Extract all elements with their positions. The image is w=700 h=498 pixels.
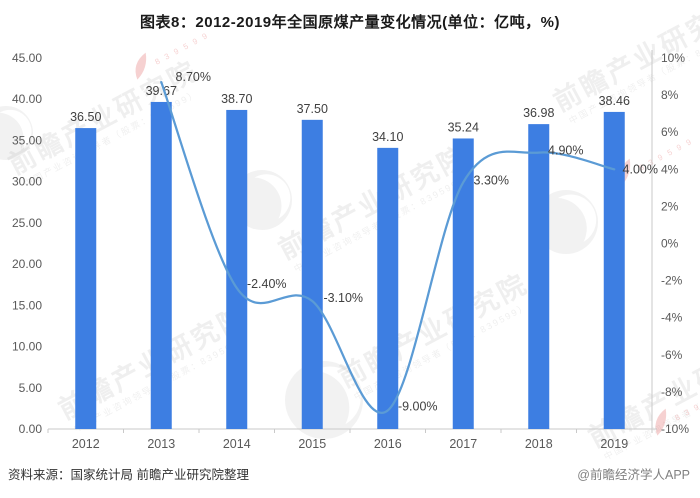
line-value-label: -9.00% [398, 399, 438, 413]
left-axis-tick-label: 10.00 [12, 340, 42, 354]
line-value-label: 8.70% [176, 70, 211, 84]
line-value-label: 4.90% [548, 144, 583, 158]
line-value-label: 4.00% [623, 162, 658, 176]
x-axis-category-label: 2016 [374, 437, 402, 451]
red-logo-glyph [655, 408, 667, 436]
bar-2014 [226, 109, 248, 429]
x-axis-category-label: 2013 [147, 437, 175, 451]
line-value-label: -2.40% [247, 277, 287, 291]
right-axis-tick-label: 6% [661, 125, 679, 139]
bar-2013 [150, 101, 172, 430]
right-axis-tick-label: 2% [661, 199, 679, 213]
left-axis-tick-label: 45.00 [12, 51, 42, 65]
right-axis-tick-label: -6% [661, 348, 683, 362]
watermark-logo-glyph [0, 109, 32, 150]
watermark-logo-glyph [558, 194, 597, 242]
left-axis-tick-label: 15.00 [12, 298, 42, 312]
x-axis-category-label: 2012 [72, 437, 100, 451]
x-axis-category-label: 2018 [525, 437, 553, 451]
brand-watermark-logo [0, 106, 33, 160]
bar-2015 [301, 119, 323, 429]
right-axis-tick-label: 4% [661, 162, 679, 176]
bar-2012 [75, 128, 97, 430]
left-axis-tick-label: 30.00 [12, 175, 42, 189]
right-axis-tick-label: 8% [661, 88, 679, 102]
right-axis-tick-label: -8% [661, 385, 683, 399]
right-axis-tick-label: -2% [661, 274, 683, 288]
line-value-label: -3.10% [323, 291, 363, 305]
left-axis-tick-label: 35.00 [12, 133, 42, 147]
bar-value-label: 36.98 [523, 106, 554, 120]
bar-value-label: 38.70 [221, 92, 252, 106]
right-axis-tick-label: 10% [661, 51, 685, 65]
x-axis-category-label: 2014 [223, 437, 251, 451]
line-value-label: 3.30% [474, 173, 509, 187]
bar-value-label: 39.67 [146, 84, 177, 98]
source-note: 资料来源：国家统计局 前瞻产业研究院整理 [8, 468, 249, 482]
bar-2019 [603, 111, 625, 429]
watermark-brand-label: 前瞻产业研究院 [333, 267, 533, 393]
right-axis-tick-label: 0% [661, 237, 679, 251]
brand-watermark-logo [534, 190, 598, 254]
bar-value-label: 36.50 [70, 110, 101, 124]
bar-2017 [452, 138, 474, 430]
x-axis-category-label: 2017 [449, 437, 477, 451]
right-axis-tick-label: -4% [661, 311, 683, 325]
watermark-logo-glyph [254, 174, 291, 219]
left-axis-tick-label: 5.00 [19, 381, 43, 395]
left-axis-tick-label: 40.00 [12, 92, 42, 106]
right-axis-tick-label: -10% [661, 422, 689, 436]
left-axis-tick-label: 20.00 [12, 257, 42, 271]
bar-2016 [377, 147, 399, 429]
watermark-circle [0, 106, 33, 160]
growth-rate-line [160, 80, 616, 414]
left-axis-tick-label: 0.00 [19, 422, 43, 436]
left-axis-tick-label: 25.00 [12, 216, 42, 230]
watermark-layer: 前瞻产业研究院中国产业咨询领导者（股票：839599）前瞻产业研究院中国产业咨询… [0, 0, 700, 462]
red-logo-glyph [135, 52, 147, 80]
bar-value-label: 34.10 [372, 130, 403, 144]
watermark-logo-glyph [314, 366, 361, 425]
x-axis-category-label: 2019 [600, 437, 628, 451]
x-axis-category-label: 2015 [298, 437, 326, 451]
watermark-circle [534, 190, 598, 254]
bar-value-label: 38.46 [599, 94, 630, 108]
bar-value-label: 35.24 [448, 120, 479, 134]
chart-title: 图表8：2012-2019年全国原煤产量变化情况(单位：亿吨，%) [140, 14, 560, 31]
credit-watermark: @前瞻经济学人APP [577, 468, 690, 482]
bar-2018 [528, 124, 550, 429]
bar-value-label: 37.50 [297, 102, 328, 116]
